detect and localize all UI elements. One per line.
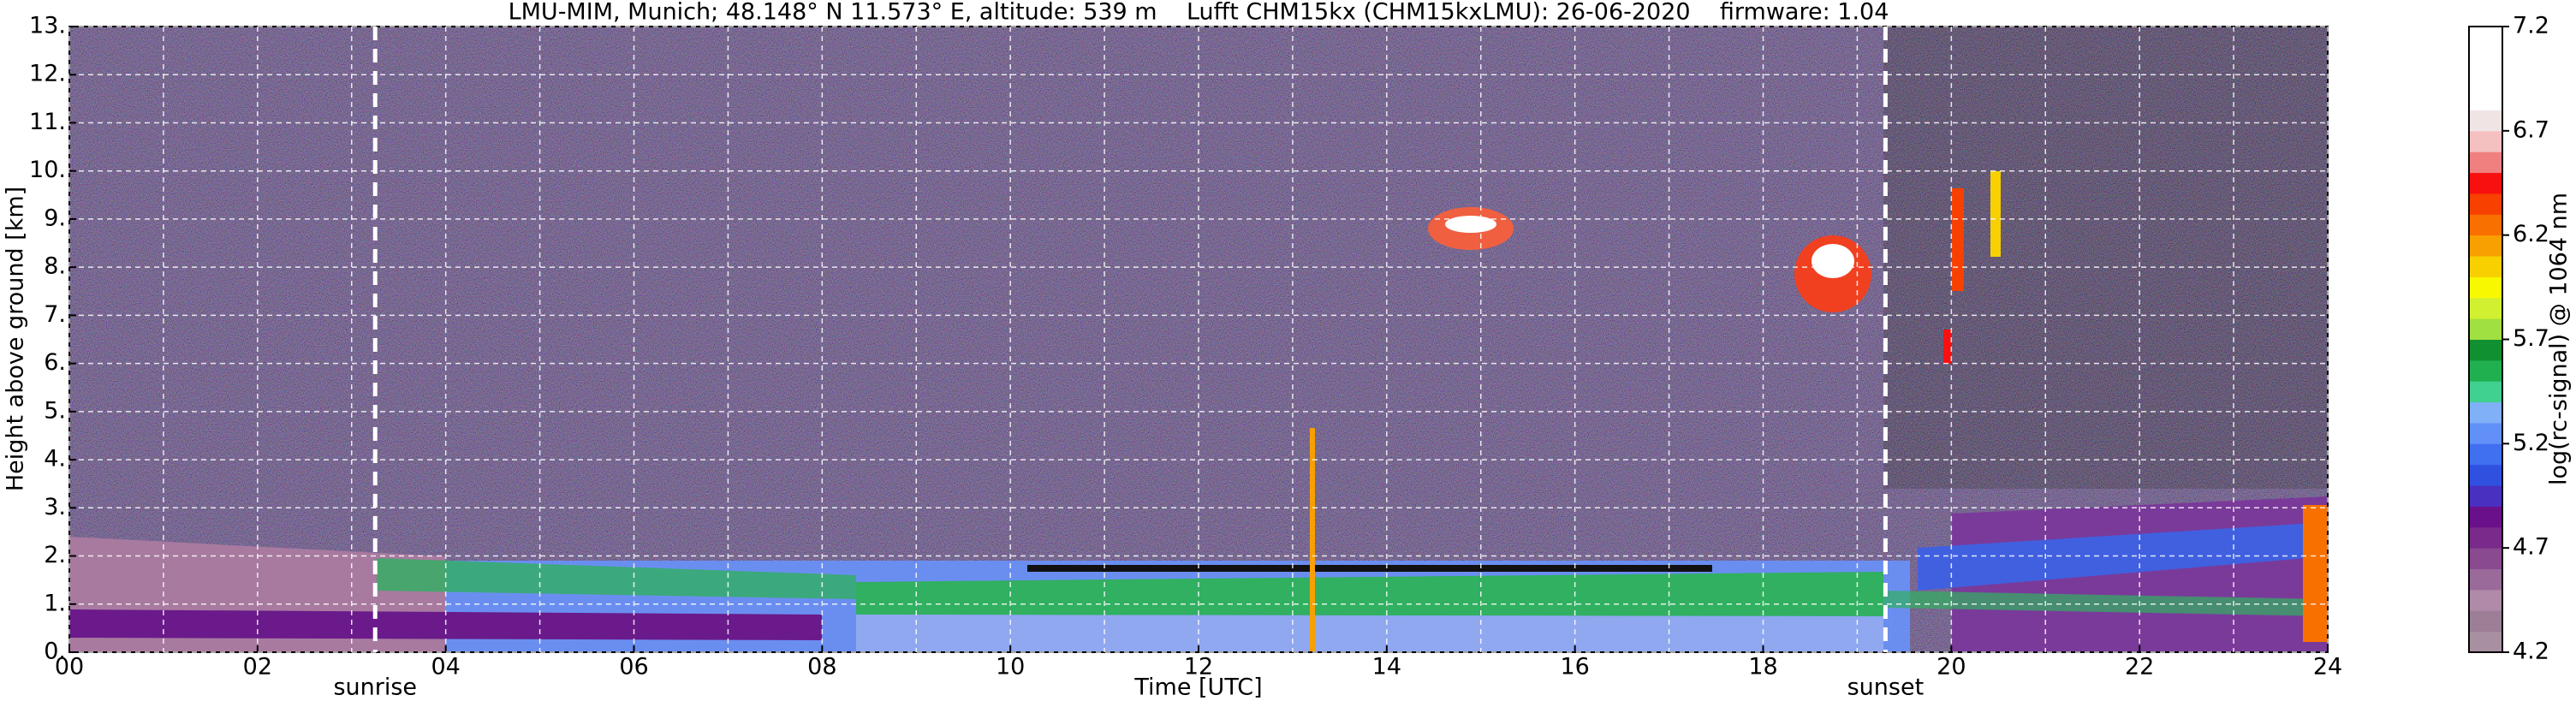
- x-tick-label: 14: [1372, 654, 1401, 680]
- y-tick-label: 10.: [29, 157, 66, 183]
- colorbar-segment: [2469, 89, 2502, 110]
- x-tick-label: 12: [1184, 654, 1213, 680]
- colorbar-tick-label: 5.7: [2513, 325, 2549, 352]
- x-tick-label: 00: [55, 654, 84, 680]
- colorbar-segment: [2469, 110, 2502, 132]
- colorbar-segment: [2469, 485, 2502, 507]
- x-tick-label: 18: [1748, 654, 1777, 680]
- colorbar-segment: [2469, 526, 2502, 549]
- x-tick-label: 04: [431, 654, 460, 680]
- y-tick-label: 9.: [44, 205, 66, 231]
- colorbar-segment: [2469, 152, 2502, 174]
- x-tick-label: 22: [2125, 654, 2154, 680]
- chart-title: LMU-MIM, Munich; 48.148° N 11.573° E, al…: [509, 0, 1889, 26]
- x-tick-label: 16: [1560, 654, 1589, 680]
- colorbar-segment: [2469, 130, 2502, 152]
- colorbar-tick-label: 5.2: [2513, 430, 2549, 456]
- colorbar-segment: [2469, 359, 2502, 382]
- y-tick-label: 11.: [29, 109, 66, 135]
- colorbar-tick-label: 4.7: [2513, 534, 2549, 561]
- colorbar-segment: [2469, 443, 2502, 466]
- colorbar-segment: [2469, 27, 2502, 48]
- colorbar-segment: [2469, 235, 2502, 257]
- y-tick-label: 2.: [44, 542, 66, 568]
- colorbar-segment: [2469, 381, 2502, 403]
- colorbar-segment: [2469, 214, 2502, 236]
- x-axis-label: Time [UTC]: [1133, 674, 1262, 701]
- colorbar-segment: [2469, 318, 2502, 340]
- colorbar-segment: [2469, 589, 2502, 611]
- colorbar-label: log(rc-signal) @ 1064 nm: [2546, 193, 2573, 485]
- x-tick-label: 10: [996, 654, 1025, 680]
- colorbar-segment: [2469, 464, 2502, 486]
- y-tick-label: 5.: [44, 397, 66, 424]
- x-tick-label: 24: [2313, 654, 2342, 680]
- y-tick-label: 7.: [44, 301, 66, 328]
- x-tick-label: 06: [619, 654, 648, 680]
- x-tick-label: 20: [1936, 654, 1966, 680]
- colorbar-tick-label: 4.2: [2513, 639, 2549, 665]
- colorbar-tick-label: 6.7: [2513, 116, 2549, 143]
- x-tick-label: 08: [807, 654, 836, 680]
- colorbar-segment: [2469, 610, 2502, 633]
- colorbar-segment: [2469, 276, 2502, 299]
- y-tick-label: 13.: [29, 13, 66, 39]
- y-tick-label: 4.: [44, 446, 66, 472]
- y-tick-label: 3.: [44, 494, 66, 520]
- colorbar-segment: [2469, 506, 2502, 528]
- x-tick-label: 02: [243, 654, 272, 680]
- annotation-label: sunset: [1847, 674, 1925, 701]
- colorbar-segment: [2469, 68, 2502, 90]
- colorbar-segment: [2469, 548, 2502, 570]
- y-tick-label: 0.: [44, 639, 66, 665]
- annotation-label: sunrise: [333, 674, 417, 701]
- colorbar-segment: [2469, 297, 2502, 319]
- colorbar-segment: [2469, 193, 2502, 215]
- colorbar-tick-label: 6.2: [2513, 221, 2549, 247]
- colorbar-segment: [2469, 172, 2502, 194]
- colorbar-segment: [2469, 47, 2502, 69]
- y-tick-label: 12.: [29, 61, 66, 87]
- y-tick-label: 6.: [44, 349, 66, 376]
- colorbar-segment: [2469, 339, 2502, 361]
- y-tick-label: 8.: [44, 253, 66, 280]
- y-axis-label: Height above ground [km]: [3, 187, 29, 491]
- colorbar-segment: [2469, 256, 2502, 277]
- colorbar-segment: [2469, 401, 2502, 424]
- y-tick-label: 1.: [44, 590, 66, 616]
- colorbar-tick-label: 7.2: [2513, 13, 2549, 39]
- colorbar-segment: [2469, 422, 2502, 444]
- colorbar-segment: [2469, 631, 2502, 653]
- colorbar-segment: [2469, 568, 2502, 591]
